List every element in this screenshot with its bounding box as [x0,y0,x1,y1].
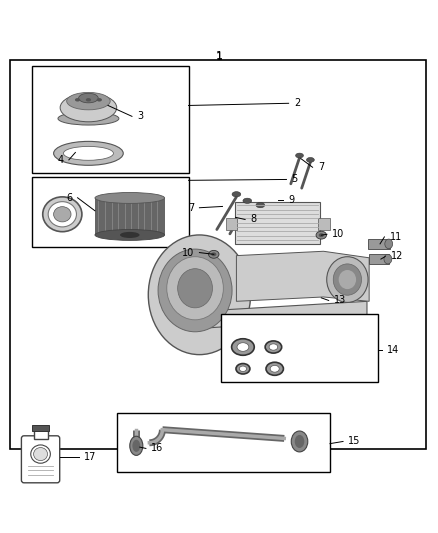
Ellipse shape [86,98,91,102]
Ellipse shape [148,235,251,354]
Ellipse shape [266,362,283,375]
FancyBboxPatch shape [21,436,60,483]
Bar [117,413,330,472]
Text: 3: 3 [137,111,143,122]
Bar [32,66,188,173]
Text: 6: 6 [66,193,72,203]
Bar [226,218,237,230]
Text: 17: 17 [84,452,96,462]
Ellipse shape [265,341,282,353]
Text: 11: 11 [390,232,402,242]
Text: 15: 15 [348,437,360,447]
Ellipse shape [256,203,265,208]
Ellipse shape [243,198,252,204]
Ellipse shape [43,197,82,232]
Ellipse shape [269,344,278,350]
Text: 1: 1 [215,51,223,61]
Ellipse shape [95,230,165,240]
Bar [318,218,330,230]
Ellipse shape [53,207,71,222]
Ellipse shape [97,98,102,102]
Ellipse shape [239,366,247,372]
Ellipse shape [95,192,165,204]
Ellipse shape [295,435,304,448]
Bar [32,425,49,431]
Ellipse shape [291,431,308,452]
Bar [369,254,389,264]
Ellipse shape [158,249,232,332]
Ellipse shape [319,233,324,237]
Ellipse shape [208,251,219,258]
Polygon shape [184,301,367,329]
Ellipse shape [236,364,250,374]
Ellipse shape [270,366,279,372]
Text: 14: 14 [388,345,400,355]
Text: 7: 7 [318,162,324,172]
Ellipse shape [339,270,356,289]
Ellipse shape [316,231,326,239]
Ellipse shape [167,257,223,320]
Ellipse shape [232,192,241,197]
Text: 1: 1 [215,52,223,62]
Ellipse shape [48,201,77,227]
Ellipse shape [211,252,216,256]
Ellipse shape [120,232,140,238]
Bar [34,430,47,439]
Ellipse shape [232,339,254,356]
Ellipse shape [64,147,113,160]
Text: 12: 12 [391,252,403,262]
Text: 10: 10 [182,247,194,257]
Ellipse shape [384,254,392,264]
Text: 2: 2 [294,98,300,108]
Bar [235,203,320,244]
Ellipse shape [327,257,368,302]
Ellipse shape [31,445,50,463]
Ellipse shape [79,93,98,103]
Ellipse shape [53,141,123,165]
Text: 8: 8 [251,214,257,224]
Ellipse shape [385,239,392,249]
Ellipse shape [58,112,119,125]
Text: 10: 10 [332,229,344,239]
Ellipse shape [296,153,304,158]
Text: 5: 5 [292,174,298,184]
Text: 16: 16 [151,443,163,454]
Bar [10,60,426,449]
Bar [221,314,378,382]
Text: 9: 9 [289,196,295,205]
Ellipse shape [67,92,110,110]
Text: 7: 7 [188,203,194,213]
Ellipse shape [307,157,314,162]
Ellipse shape [60,93,117,122]
Ellipse shape [34,448,47,461]
Bar [368,239,390,249]
Ellipse shape [237,343,249,351]
Text: 13: 13 [334,295,346,305]
Ellipse shape [130,436,143,455]
Ellipse shape [178,269,212,308]
Ellipse shape [333,264,361,295]
Bar [95,198,165,235]
Bar [32,177,188,247]
Text: 4: 4 [57,155,64,165]
Polygon shape [237,251,369,301]
Ellipse shape [132,440,140,452]
Ellipse shape [75,98,80,102]
